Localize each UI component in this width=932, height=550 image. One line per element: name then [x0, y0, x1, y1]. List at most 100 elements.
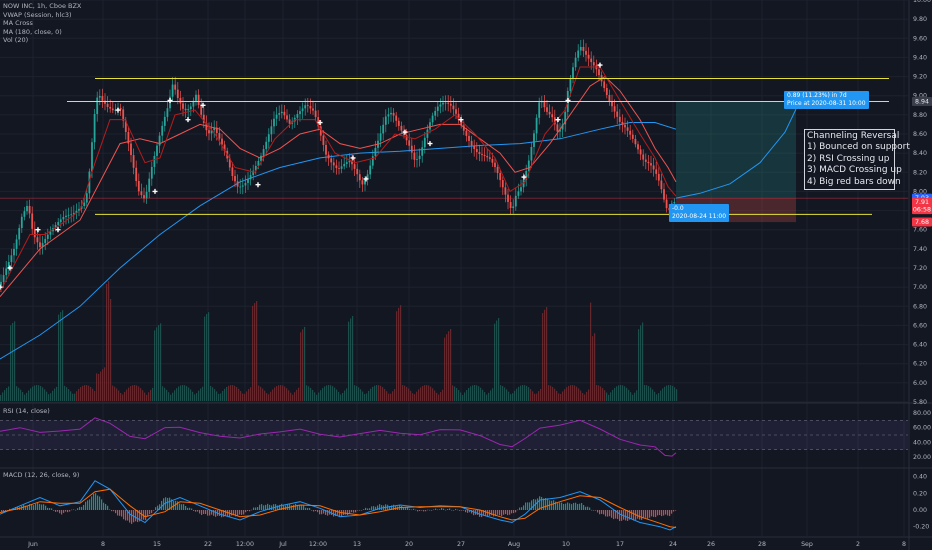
macd-histogram-bar	[445, 509, 447, 511]
macd-histogram-bar	[153, 510, 155, 511]
macd-histogram-bar	[269, 504, 271, 510]
candle-body	[356, 168, 359, 175]
entry-label[interactable]: -0.0 2020-08-24 11:00	[669, 204, 730, 222]
volume-bar	[650, 387, 652, 401]
target-label[interactable]: 0.89 (11.23%) in 7d Price at 2020-08-31 …	[784, 91, 869, 109]
annotation-note[interactable]: Channeling Reversal 1) Bounced on suppor…	[804, 129, 910, 191]
candle-body	[54, 225, 57, 229]
macd-histogram-bar	[653, 510, 655, 517]
candle-body	[278, 113, 281, 115]
volume-bar	[96, 373, 98, 401]
macd-histogram-bar	[91, 496, 93, 510]
candle-body	[174, 84, 177, 90]
candle-body	[192, 100, 195, 107]
macd-histogram-bar	[609, 510, 611, 517]
volume-bar	[604, 390, 606, 401]
macd-histogram-bar	[139, 510, 141, 522]
macd-histogram-bar	[25, 505, 27, 510]
candle-body	[114, 109, 117, 111]
price-tag-text: 7.91	[915, 199, 929, 206]
macd-histogram-bar	[499, 510, 501, 516]
macd-histogram-bar	[413, 508, 415, 510]
candle-body	[335, 165, 338, 169]
time-tick-label: 15	[153, 541, 161, 548]
volume-bar	[646, 385, 648, 401]
candle-body	[163, 116, 166, 126]
price-tick-label: 8.00	[913, 188, 927, 195]
candle-body	[202, 114, 205, 123]
volume-bar	[406, 386, 408, 401]
volume-bar	[504, 387, 506, 401]
candle-body	[603, 81, 606, 89]
volume-bar	[268, 394, 270, 401]
macd-histogram-bar	[93, 493, 95, 510]
macd-histogram-bar	[451, 509, 453, 511]
macd-histogram-bar	[103, 502, 105, 510]
macd-histogram-bar	[611, 510, 613, 518]
volume-bar	[26, 392, 28, 401]
volume-bar	[592, 336, 594, 401]
volume-bar	[228, 385, 230, 401]
volume-bar	[290, 392, 292, 401]
macd-histogram-bar	[393, 504, 395, 510]
macd-histogram-bar	[361, 510, 363, 511]
volume-bar	[38, 385, 40, 401]
candle-body	[520, 187, 522, 192]
macd-histogram-bar	[221, 510, 223, 518]
volume-bar	[14, 321, 16, 401]
volume-bar	[110, 299, 112, 401]
volume-bar	[582, 392, 584, 401]
volume-bar	[470, 386, 472, 401]
macd-histogram-bar	[131, 510, 133, 524]
macd-histogram-bar	[391, 505, 393, 510]
macd-histogram-bar	[57, 510, 59, 512]
macd-histogram-bar	[203, 510, 205, 515]
macd-histogram-bar	[511, 510, 513, 514]
macd-histogram-bar	[633, 510, 635, 521]
volume-bar	[512, 393, 514, 401]
macd-histogram-bar	[165, 497, 167, 510]
volume-bar	[586, 391, 588, 401]
volume-bar	[256, 301, 258, 401]
candle-body	[351, 160, 353, 165]
macd-histogram-bar	[559, 502, 561, 510]
price-tick-label: 6.40	[913, 342, 927, 349]
macd-histogram-bar	[309, 508, 311, 510]
candle-body	[299, 111, 301, 115]
volume-bar	[94, 390, 96, 401]
macd-histogram-bar	[33, 505, 35, 510]
macd-histogram-bar	[637, 510, 639, 519]
candle-body	[465, 130, 468, 136]
candle-body	[257, 160, 260, 166]
candle-body	[31, 213, 34, 229]
volume-bar	[152, 387, 154, 401]
macd-histogram-bar	[401, 505, 403, 510]
candle-body	[208, 130, 210, 134]
volume-bar	[244, 393, 246, 401]
volume-bar	[6, 388, 8, 401]
candle-body	[252, 170, 255, 176]
buy-marker	[350, 155, 356, 161]
candle-body	[660, 180, 663, 190]
volume-bar	[120, 392, 122, 401]
volume-bar	[472, 385, 474, 401]
candle-body	[634, 138, 637, 145]
candle-body	[353, 164, 356, 169]
macd-histogram-bar	[467, 510, 469, 513]
volume-bar	[514, 390, 516, 401]
volume-bar	[468, 387, 470, 401]
volume-bar	[498, 318, 500, 401]
candle-body	[132, 155, 135, 168]
volume-bar	[366, 393, 368, 401]
macd-histogram-bar	[85, 501, 87, 510]
macd-histogram-bar	[599, 510, 601, 515]
buy-marker	[0, 284, 3, 290]
candle-body	[338, 168, 340, 169]
volume-bar	[262, 388, 264, 401]
volume-bar	[122, 394, 124, 401]
volume-bar	[284, 386, 286, 401]
candle-body	[626, 127, 629, 131]
volume-bar	[308, 386, 310, 401]
ma-slow-line	[0, 75, 677, 298]
